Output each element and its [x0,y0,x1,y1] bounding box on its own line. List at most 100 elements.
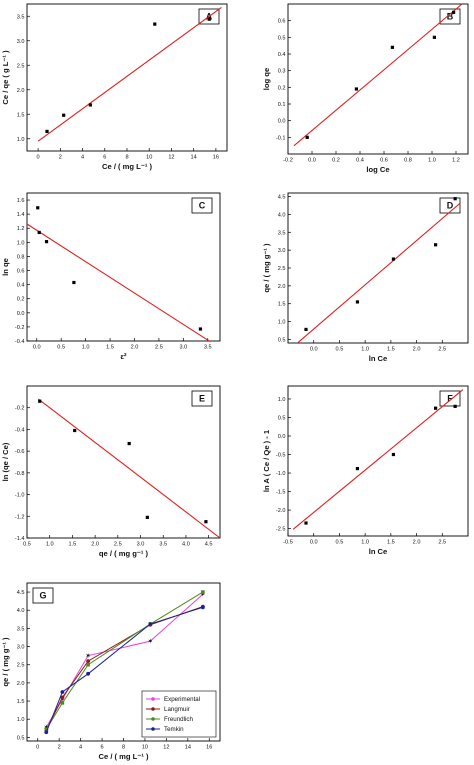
fit-line [38,398,221,539]
x-tick-label: 3.5 [204,345,212,351]
y-tick-label: 1.6 [17,198,25,204]
data-point [355,466,360,471]
y-tick-label: 2.0 [278,284,286,290]
panel-letter: B [447,12,454,22]
y-tick-label: -2.0 [276,508,286,514]
fit-line [292,389,464,530]
x-tick-label: 1.5 [106,345,114,351]
x-tick-label: 0.8 [404,158,412,164]
panel-a: 0 2 4 6 8 10 12 14 16 1.0 1.5 2.0 2.5 3.0 3.5 Ce / ( mg… [1,3,228,171]
x-tick-label: 12 [163,745,169,751]
y-tick-label: 0.0 [278,119,286,125]
x-tick-label: 0 [37,155,40,161]
plot-frame [287,3,469,155]
x-tick-label: 1.0 [82,345,90,351]
panel-letter: F [447,394,453,404]
data-point [434,243,438,247]
y-tick-label: -0.8 [15,471,25,477]
x-axis-label: Ce / ( mg L⁻¹ ) [99,752,149,761]
x-tick-label: 0.5 [57,345,65,351]
series-point [60,701,65,705]
panel-letter: D [447,201,454,211]
y-tick-label: 2.5 [17,63,25,69]
x-tick-label: 2 [58,745,61,751]
x-tick-label: 2.5 [155,345,163,351]
y-axis-label: qe / ( mg g⁻¹ ) [1,637,10,687]
data-point [73,428,77,433]
x-tick-label: 6 [103,155,106,161]
x-tick-label: 1.0 [361,347,369,353]
data-point [204,520,208,524]
series-point: ✶ [147,637,153,645]
data-point [354,87,358,91]
panel-letter-box [439,197,461,214]
panel-letter-box [191,390,213,407]
y-tick-label: 0.3 [278,69,286,75]
series-point [86,662,90,667]
x-tick-label: 12 [168,155,174,161]
series-point [201,590,205,594]
data-point [434,406,438,410]
y-tick-label: 1.0 [278,397,286,403]
plot-frame [26,192,221,342]
panel-g: 0 2 4 6 8 10 12 14 16 0.5 1.0 1.5 2.0 2.5 3.0 3.5 4.0 4.5… [1,582,221,761]
data-point [72,280,76,285]
data-point [37,230,41,235]
data-point [62,113,66,117]
x-tick-label: 2.5 [438,347,446,353]
panel-letter: C [199,201,206,211]
series-point: ✶ [59,695,65,703]
y-tick-label: 0.0 [17,311,25,317]
x-tick-label: 8 [122,745,125,751]
y-tick-label: 0.5 [278,337,286,343]
y-tick-label: 0.5 [17,735,25,741]
data-point [304,327,308,332]
y-tick-label: -1.4 [15,536,25,542]
x-tick-label: -0.2 [283,158,293,164]
y-tick-label: -1.0 [276,471,286,477]
y-axis-label: qe / ( mg g⁻¹ ) [262,243,271,293]
x-tick-label: 10 [146,155,152,161]
y-tick-label: 4.0 [17,608,25,614]
x-axis-label: Ce / ( mg L⁻¹ ) [102,162,152,171]
data-point [355,300,360,304]
panel-b: -0.2 0.0 0.2 0.4 0.6 0.8 1.0 1.2 -0.1 0.0 0.1 0.2 0.… [262,3,469,174]
y-tick-label: 3.0 [17,39,25,45]
x-tick-label: 3.5 [159,542,167,548]
y-tick-label: 3.0 [17,645,25,651]
x-tick-label: 6 [100,745,103,751]
x-tick-label: 0.0 [33,345,41,351]
y-tick-label: 2.0 [17,88,25,94]
series-point [200,605,205,610]
x-tick-label: 2.5 [438,540,446,546]
fit-line [297,202,461,343]
x-tick-label: 2.0 [131,345,139,351]
legend-swatch-marker [151,697,155,701]
y-tick-label: 0.4 [17,283,25,289]
y-tick-label: 1.4 [17,212,25,218]
series-point [44,730,49,735]
y-tick-label: -0.6 [15,449,25,455]
plot-frame [287,385,469,537]
x-tick-label: 0.0 [310,540,318,546]
y-tick-label: 0.1 [278,102,286,108]
x-tick-label: 1.5 [387,540,395,546]
y-tick-label: -1.5 [276,490,286,496]
y-axis-label: ln A ( Ce / Qe ) - 1 [262,429,271,492]
y-tick-label: 0.5 [278,35,286,41]
x-axis-label: qe / ( mg g⁻¹ ) [99,549,149,558]
y-tick-label: 1.0 [17,240,25,246]
legend-label: Freundlich [164,716,193,723]
y-tick-label: -0.2 [15,406,25,412]
x-tick-label: 3.0 [137,542,145,548]
panel-e: 0.5 1.0 1.5 2.0 2.5 3.0 3.5 4.0 4.5 -1.4 -1.2 -1.0 -… [1,385,221,558]
data-point [391,257,396,261]
x-tick-label: 0.4 [356,158,364,164]
series-point [148,622,153,626]
x-tick-label: 1.0 [361,540,369,546]
panel-letter-box [32,587,54,604]
y-tick-label: -0.5 [276,453,286,459]
x-tick-label: 0.5 [336,347,344,353]
x-tick-label: 0.5 [23,542,31,548]
series-point [44,727,49,732]
